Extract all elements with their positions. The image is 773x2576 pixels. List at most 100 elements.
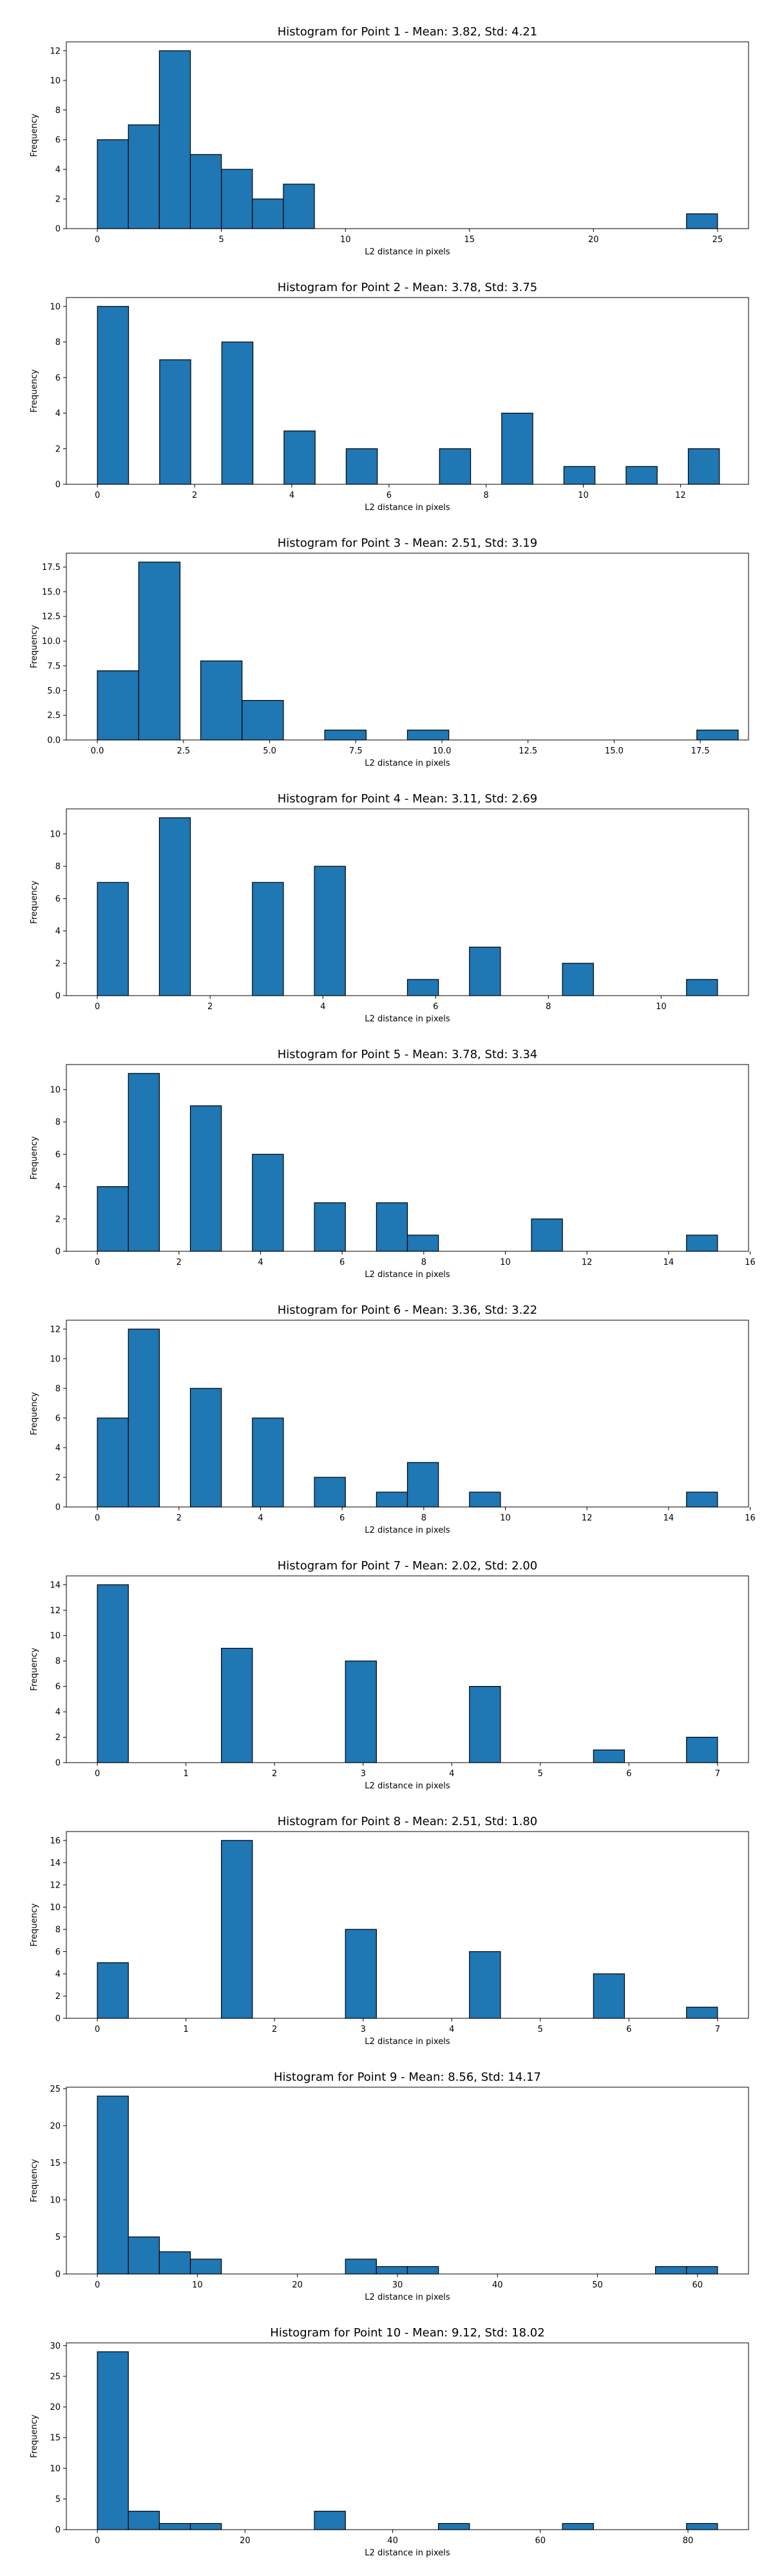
y-tick-label: 8 <box>55 106 61 115</box>
plot-frame <box>66 41 749 229</box>
histogram-bar <box>696 730 739 741</box>
histogram-bar <box>376 1492 408 1508</box>
histogram-bar <box>563 466 596 485</box>
histogram-bar <box>345 1660 377 1763</box>
histogram-bar <box>469 1951 501 2019</box>
y-tick-label: 5 <box>55 2495 61 2505</box>
y-tick-label: 30 <box>50 2342 61 2351</box>
y-tick-label: 0 <box>55 1247 61 1257</box>
x-axis-label: L2 distance in pixels <box>365 2548 450 2558</box>
x-tick-label: 16 <box>745 1258 756 1267</box>
x-tick-label: 14 <box>663 1258 674 1267</box>
x-tick-label: 12 <box>582 1513 593 1523</box>
histogram-bar <box>158 2523 191 2530</box>
histogram-bar <box>438 2523 470 2530</box>
x-tick-label: 2 <box>177 1513 182 1523</box>
y-tick-label: 8 <box>55 1657 61 1667</box>
histogram-bar <box>138 562 181 741</box>
x-tick-label: 30 <box>392 2280 403 2290</box>
histogram-bar <box>158 817 191 996</box>
x-tick-label: 0.0 <box>91 746 104 756</box>
x-tick-label: 7.5 <box>349 746 363 756</box>
y-tick-label: 12 <box>50 46 61 56</box>
x-tick-label: 5 <box>538 2025 543 2034</box>
x-tick-label: 12.5 <box>519 746 537 756</box>
y-tick-label: 4 <box>55 165 61 175</box>
x-tick-label: 10 <box>656 1002 667 1012</box>
histogram-bar <box>469 947 501 996</box>
y-tick-label: 2 <box>55 1992 61 2002</box>
histogram-bar <box>97 882 129 996</box>
x-axis-label: L2 distance in pixels <box>365 759 450 768</box>
histogram-bar <box>406 979 439 996</box>
y-tick-label: 10 <box>50 829 61 839</box>
x-tick-label: 8 <box>484 491 489 500</box>
histogram-bar <box>376 1202 408 1252</box>
histogram-bar <box>252 1153 284 1252</box>
histogram-bar <box>686 979 718 996</box>
y-tick-label: 0 <box>55 1759 61 1768</box>
x-tick-label: 0 <box>95 1769 100 1779</box>
y-tick-label: 10 <box>50 2195 61 2205</box>
y-tick-label: 10.0 <box>42 637 61 647</box>
x-axis-label: L2 distance in pixels <box>365 503 450 513</box>
histogram-bar <box>406 1462 439 1508</box>
histogram-bar <box>324 730 367 741</box>
x-tick-label: 25 <box>712 235 723 245</box>
histogram-bar <box>686 1736 718 1763</box>
histogram-bar <box>97 2096 129 2275</box>
x-tick-label: 4 <box>258 1258 263 1267</box>
histogram-bar <box>97 1417 129 1508</box>
x-tick-label: 6 <box>626 2025 631 2034</box>
histogram-bar <box>314 1202 346 1252</box>
y-tick-label: 8 <box>55 1118 61 1128</box>
x-tick-label: 8 <box>421 1258 426 1267</box>
x-axis-label: L2 distance in pixels <box>365 2293 450 2302</box>
y-tick-label: 4 <box>55 927 61 936</box>
histogram-bar <box>189 2523 222 2530</box>
x-tick-label: 40 <box>387 2536 398 2546</box>
x-tick-label: 4 <box>258 1513 263 1523</box>
chart-title: Histogram for Point 4 - Mean: 3.11, Std:… <box>278 792 538 806</box>
histogram-bar <box>97 1584 129 1763</box>
y-tick-label: 7.5 <box>47 661 61 671</box>
histogram-bar <box>686 2523 718 2530</box>
x-tick-label: 40 <box>492 2280 503 2290</box>
x-tick-label: 3 <box>361 1769 366 1779</box>
chart-title: Histogram for Point 3 - Mean: 2.51, Std:… <box>278 536 538 550</box>
y-axis-label: Frequency <box>30 1136 39 1179</box>
histogram-bar <box>593 1749 625 1763</box>
histogram-panel-8: Histogram for Point 8 - Mean: 2.51, Std:… <box>30 1815 749 2047</box>
y-tick-label: 0 <box>55 992 61 1001</box>
histogram-bar <box>283 184 315 229</box>
y-tick-label: 2 <box>55 444 61 454</box>
x-tick-label: 0 <box>95 491 100 500</box>
y-tick-label: 6 <box>55 1682 61 1692</box>
y-tick-label: 2 <box>55 959 61 969</box>
plot-frame <box>66 1320 749 1508</box>
y-tick-label: 2 <box>55 194 61 204</box>
histogram-bar <box>97 139 129 229</box>
histogram-panel-6: Histogram for Point 6 - Mean: 3.36, Std:… <box>30 1303 756 1535</box>
histogram-bar <box>345 1929 377 2019</box>
y-axis-label: Frequency <box>30 2414 39 2458</box>
histogram-bar <box>314 1477 346 1508</box>
y-tick-label: 20 <box>50 2121 61 2131</box>
histogram-bar <box>376 2266 408 2275</box>
y-tick-label: 0 <box>55 2014 61 2024</box>
y-tick-label: 12 <box>50 1880 61 1890</box>
histogram-bar <box>189 2259 222 2275</box>
histogram-bar <box>531 1218 563 1252</box>
histogram-bar <box>654 2266 687 2275</box>
histogram-bar <box>221 169 253 229</box>
histogram-panel-9: Histogram for Point 9 - Mean: 8.56, Std:… <box>30 2070 749 2302</box>
x-tick-label: 60 <box>535 2536 546 2546</box>
plot-frame <box>66 1064 749 1252</box>
x-tick-label: 17.5 <box>691 746 710 756</box>
histogram-bar <box>686 1235 718 1252</box>
x-tick-label: 5.0 <box>263 746 276 756</box>
x-tick-label: 0 <box>95 235 100 245</box>
y-tick-label: 0 <box>55 2270 61 2280</box>
x-tick-label: 4 <box>320 1002 325 1012</box>
y-tick-label: 0 <box>55 225 61 234</box>
